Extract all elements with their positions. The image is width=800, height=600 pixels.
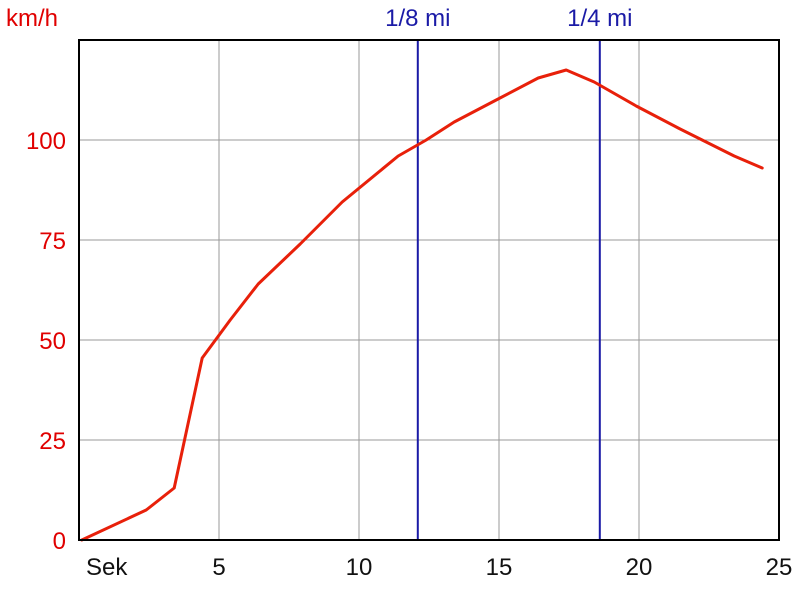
grid [79,40,780,541]
y-tick-label-2: 50 [39,328,66,355]
x-tick-label-2: 15 [486,554,513,581]
y-tick-label-0: 0 [53,528,66,555]
speed-series [80,68,764,542]
x-tick-label-0: 5 [212,554,225,581]
x-tick-label-3: 20 [626,554,653,581]
tick-labels: 0 25 50 75 100 5 10 15 20 25 [26,128,792,581]
y-tick-label-4: 100 [26,128,66,155]
plot-frame [78,39,780,541]
y-tick-label-1: 25 [39,428,66,455]
marker-label-0: 1/8 mi [385,5,450,32]
x-tick-label-4: 25 [766,554,793,581]
x-tick-label-1: 10 [346,554,373,581]
x-axis-label: Sek [86,554,128,581]
speed-curve-0 [80,68,764,542]
y-axis-label: km/h [6,5,58,32]
marker-label-1: 1/4 mi [567,5,632,32]
distance-markers: 1/8 mi 1/4 mi [385,5,632,540]
y-tick-label-3: 75 [39,228,66,255]
